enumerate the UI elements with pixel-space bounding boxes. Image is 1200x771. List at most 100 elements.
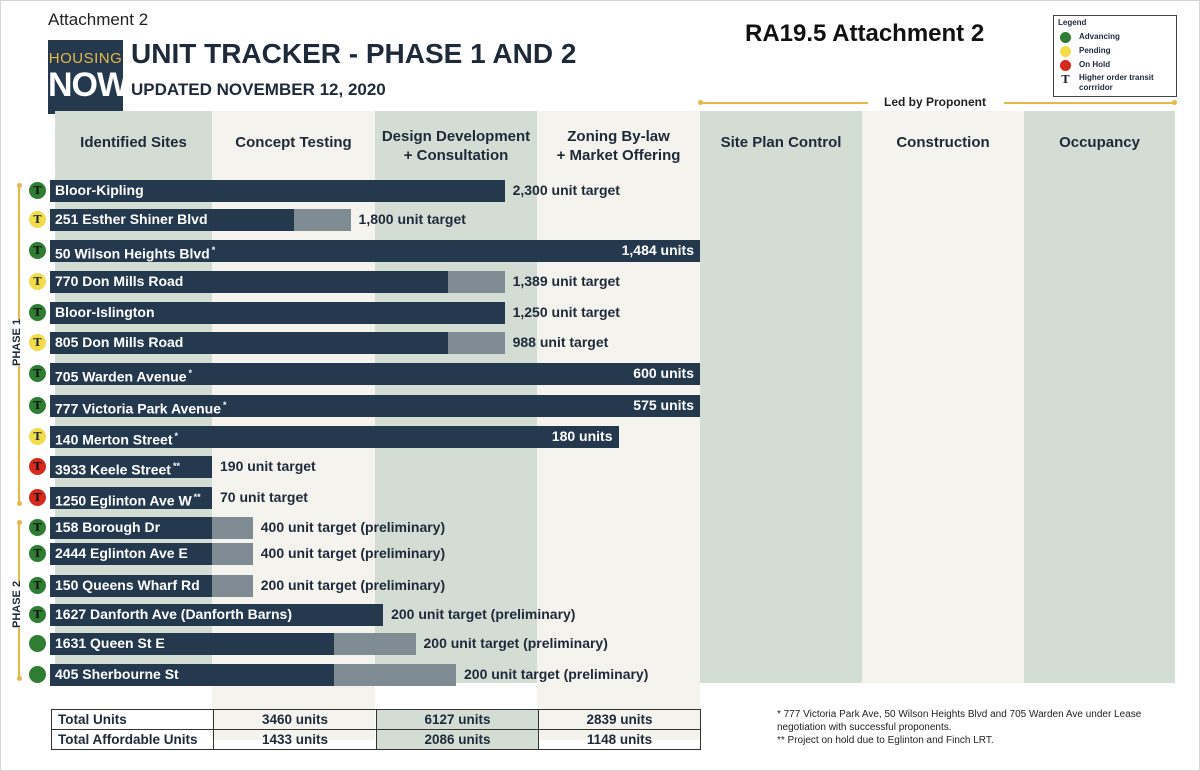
unit-target-label: 180 units: [551, 428, 613, 444]
legend-label: On Hold: [1079, 60, 1111, 69]
phase1-bracket-top: [16, 183, 22, 188]
updated-date: UPDATED NOVEMBER 12, 2020: [131, 80, 386, 99]
project-name: 805 Don Mills Road: [55, 334, 184, 350]
page-title: UNIT TRACKER - PHASE 1 AND 2: [131, 38, 577, 69]
unit-target-label: 200 unit target (preliminary): [423, 635, 608, 651]
footnote-mark: **: [172, 461, 180, 471]
footnote-lease: * 777 Victoria Park Ave, 50 Wilson Heigh…: [777, 709, 1142, 733]
progress-bar: [50, 332, 448, 354]
project-name: 777 Victoria Park Avenue *: [55, 400, 227, 417]
project-name: 1627 Danforth Ave (Danforth Barns): [55, 606, 293, 622]
progress-bar: [50, 575, 212, 597]
progress-bar: [50, 180, 505, 202]
transit-status-icon: T: [29, 428, 46, 445]
stage-column: [537, 111, 700, 740]
stage-header: Concept Testing: [235, 134, 352, 151]
progress-bar: [50, 395, 700, 417]
project-row: T 1627 Danforth Ave (Danforth Barns) 200 u…: [0, 604, 1200, 626]
housing-now-logo: HOUSING NOW.: [48, 40, 136, 114]
project-name: Bloor-Islington: [55, 304, 155, 320]
progress-bar-extension: [212, 543, 253, 565]
progress-bar-extension: [293, 209, 351, 231]
unit-target-label: 1,250 unit target: [512, 304, 620, 320]
phase2-bracket-top: [16, 520, 22, 525]
project-row: T 770 Don Mills Road 1,389 unit target: [0, 271, 1200, 293]
transit-status-icon: T: [29, 577, 46, 594]
progress-bar-extension: [334, 664, 456, 686]
transit-status-icon: T: [29, 304, 46, 321]
footnote-mark: *: [174, 431, 178, 441]
progress-bar-extension: [212, 575, 253, 597]
project-name: 140 Merton Street *: [55, 431, 178, 448]
pending-dot-icon: [1060, 45, 1071, 57]
project-row: T 1250 Eglinton Ave W ** 70 unit target: [0, 487, 1200, 509]
transit-status-icon: T: [29, 273, 46, 290]
unit-target-label: 200 unit target (preliminary): [260, 577, 446, 593]
project-row: T 805 Don Mills Road 988 unit target: [0, 332, 1200, 354]
project-name: 770 Don Mills Road: [55, 273, 184, 289]
totals-cell: 3460 units: [213, 709, 377, 730]
legend-item-on-hold: On Hold: [1060, 59, 1110, 71]
project-row: T 158 Borough Dr 400 unit target (prelimin…: [0, 517, 1200, 539]
project-row: 1631 Queen St E 200 unit target (prelimin…: [0, 633, 1200, 655]
project-name: 705 Warden Avenue *: [55, 368, 193, 385]
stage-header: Occupancy: [1059, 134, 1140, 151]
transit-icon: T: [1061, 73, 1070, 86]
ra-attachment-label: RA19.5 Attachment 2: [745, 20, 985, 47]
footnote-mark: **: [193, 492, 201, 502]
project-name: 1631 Queen St E: [55, 635, 165, 651]
project-row: T 251 Esther Shiner Blvd 1,800 unit target: [0, 209, 1200, 231]
status-dot-icon: [29, 666, 46, 683]
project-row: T 3933 Keele Street ** 190 unit target: [0, 456, 1200, 478]
unit-target-label: 575 units: [633, 397, 694, 413]
legend-label: Pending: [1079, 46, 1111, 55]
unit-target-label: 400 unit target (preliminary): [260, 545, 446, 561]
totals-cell: 2839 units: [538, 709, 701, 730]
transit-status-icon: T: [29, 397, 46, 414]
progress-bar-extension: [447, 271, 505, 293]
led-by-proponent-label: Led by Proponent: [884, 95, 986, 109]
legend-item-advancing: Advancing: [1060, 31, 1120, 43]
footnote-mark: *: [223, 400, 227, 410]
stage-header: Construction: [896, 134, 990, 151]
totals-table: Total Units 3460 units 6127 units 2839 u…: [51, 709, 701, 750]
led-by-bracket-right: [1004, 102, 1174, 104]
transit-status-icon: T: [29, 334, 46, 351]
legend-title: Legend: [1058, 18, 1087, 27]
transit-status-icon: T: [29, 365, 46, 382]
advancing-dot-icon: [1060, 31, 1071, 43]
phase1-bracket-bottom: [16, 501, 22, 506]
progress-bar: [50, 543, 212, 565]
project-row: T 50 Wilson Heights Blvd * 1,484 units: [0, 240, 1200, 262]
unit-target-label: 190 unit target: [220, 458, 316, 474]
progress-bar: [50, 363, 700, 385]
stage-header: Site Plan Control: [720, 134, 842, 151]
footnote-mark: *: [188, 368, 193, 378]
transit-status-icon: T: [29, 458, 46, 475]
stage-header: Zoning By-law + Market Offering: [556, 128, 681, 164]
logo-line1: HOUSING: [48, 50, 123, 67]
progress-bar: [50, 517, 212, 539]
totals-cell: 1148 units: [538, 729, 701, 750]
led-by-bracket-end: [1172, 100, 1177, 105]
unit-target-label: 988 unit target: [512, 334, 609, 350]
stage-header: Design Development + Consultation: [381, 128, 531, 164]
totals-cell: 2086 units: [376, 729, 539, 750]
project-name: 251 Esther Shiner Blvd: [55, 211, 208, 227]
stage-column: [700, 111, 862, 683]
logo-line2: NOW.: [48, 66, 136, 104]
progress-bar: [50, 487, 212, 509]
totals-label: Total Units: [51, 709, 214, 730]
project-row: T Bloor-Islington 1,250 unit target: [0, 302, 1200, 324]
transit-status-icon: T: [29, 182, 46, 199]
unit-target-label: 200 unit target (preliminary): [391, 606, 576, 622]
unit-target-label: 1,484 units: [621, 242, 694, 258]
progress-bar-extension: [212, 517, 253, 539]
project-row: T 150 Queens Wharf Rd 200 unit target (pre…: [0, 575, 1200, 597]
project-row: T 2444 Eglinton Ave E 400 unit target (pre…: [0, 543, 1200, 565]
progress-bar-extension: [447, 332, 505, 354]
totals-cell: 1433 units: [213, 729, 377, 750]
project-name: 1250 Eglinton Ave W **: [55, 492, 201, 509]
unit-target-label: 200 unit target (preliminary): [464, 666, 649, 682]
unit-target-label: 600 units: [633, 365, 694, 381]
